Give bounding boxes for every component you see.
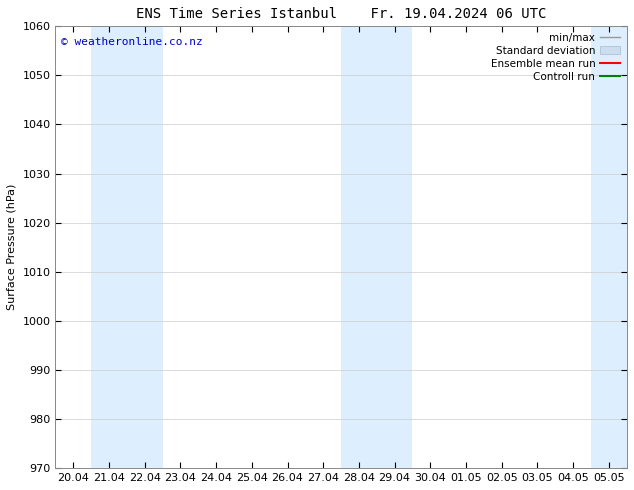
Text: © weatheronline.co.nz: © weatheronline.co.nz (61, 37, 203, 48)
Bar (91, 26, 162, 468)
Legend: min/max, Standard deviation, Ensemble mean run, Controll run: min/max, Standard deviation, Ensemble me… (486, 28, 624, 86)
Bar (591, 26, 626, 468)
Title: ENS Time Series Istanbul    Fr. 19.04.2024 06 UTC: ENS Time Series Istanbul Fr. 19.04.2024 … (136, 7, 547, 21)
Y-axis label: Surface Pressure (hPa): Surface Pressure (hPa) (7, 184, 17, 311)
Bar (341, 26, 413, 468)
